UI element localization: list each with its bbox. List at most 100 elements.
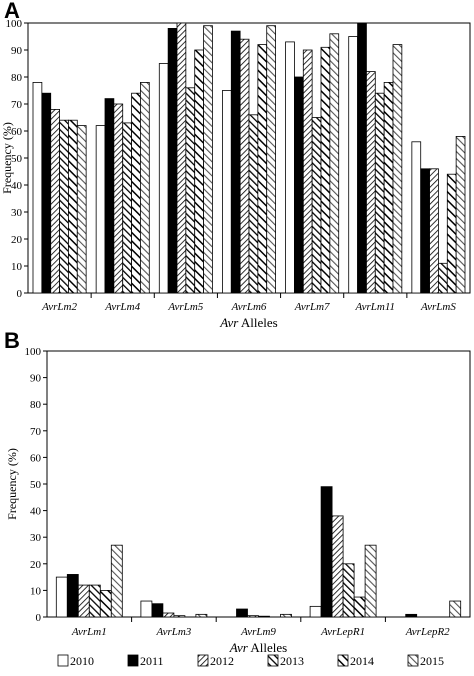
legend-label-2014: 2014 xyxy=(350,654,374,668)
y-tick-label: 10 xyxy=(11,261,23,273)
bar-2014-AvrLm7 xyxy=(320,46,331,294)
bar-2015-AvrLm4 xyxy=(140,82,150,294)
y-tick-label: 30 xyxy=(11,207,23,219)
x-tick-label: AvrLm5 xyxy=(167,301,203,313)
bar-2013-AvrLm3 xyxy=(173,615,186,618)
bar-2012-AvrLm9 xyxy=(247,615,259,618)
bar-2014-AvrLm6 xyxy=(257,44,268,294)
y-tick-label: 0 xyxy=(17,288,23,300)
bar-2010-AvrLm6 xyxy=(222,90,232,294)
legend-swatch-2010 xyxy=(57,654,69,667)
bar-2015-AvrLm5 xyxy=(203,25,213,294)
bar-2011-AvrLm3 xyxy=(151,603,164,618)
bar-2013-AvrLm11 xyxy=(374,92,385,294)
bar-2011-AvrLm2 xyxy=(41,92,52,294)
bar-2014-AvrLm1 xyxy=(99,590,112,618)
plot-frame xyxy=(46,350,471,618)
bar-2014-AvrLm4 xyxy=(131,92,141,294)
bar-2010-AvrLm2 xyxy=(32,82,43,294)
bar-2012-AvrLm6 xyxy=(239,38,250,294)
y-tick-label: 90 xyxy=(30,373,42,385)
bar-2015-AvrLm1 xyxy=(110,544,123,618)
bar-2011-AvrLepR1 xyxy=(320,486,333,618)
panel-a: A 0 10 20 30 40 50 60 70 80 90 100 Frequency (%) AvrL… xyxy=(0,0,471,330)
y-tick-label: 100 xyxy=(6,18,23,30)
bar-2015-AvrLm3 xyxy=(195,613,208,618)
bar-2014-AvrLm5 xyxy=(194,49,204,294)
legend-swatch-2014 xyxy=(337,654,349,667)
bar-2010-AvrLm1 xyxy=(55,576,68,618)
x-tick-label: AvrLepR2 xyxy=(405,626,450,638)
y-tick-label: 90 xyxy=(11,45,23,57)
bar-2014-AvrLepR1 xyxy=(353,596,366,618)
y-tick-label: 60 xyxy=(30,452,42,464)
bar-2015-AvrLepR1 xyxy=(364,544,377,618)
bar-2011-AvrLm6 xyxy=(230,30,241,294)
y-axis-title: Frequency (%) xyxy=(5,448,19,520)
bar-2011-AvrLm11 xyxy=(357,22,367,294)
x-tick-label: AvrLm11 xyxy=(355,301,396,313)
y-tick-label: 20 xyxy=(30,559,42,571)
y-tick-label: 80 xyxy=(30,399,42,411)
bar-2015-AvrLm6 xyxy=(266,25,276,294)
y-tick-label: 10 xyxy=(30,585,42,597)
bar-2012-AvrLm4 xyxy=(113,103,124,294)
panel-letter: B xyxy=(4,328,20,353)
bar-2015-AvrLepR2 xyxy=(449,600,462,618)
y-tick-label: 50 xyxy=(11,153,23,165)
bar-2014-AvrLm2 xyxy=(68,119,78,294)
bar-2013-AvrLepR1 xyxy=(342,563,355,618)
bar-2014-AvrLm11 xyxy=(383,82,394,294)
y-axis-title: Frequency (%) xyxy=(0,122,14,194)
y-tick-label: 70 xyxy=(11,99,23,111)
legend-label-2015: 2015 xyxy=(420,654,444,668)
bar-2013-AvrLm7 xyxy=(311,117,322,294)
panel-letter: A xyxy=(4,0,20,23)
legend-swatch-2011 xyxy=(127,654,139,667)
bar-2012-AvrLm2 xyxy=(50,109,60,294)
bar-2012-AvrLmS xyxy=(429,168,439,294)
y-tick-label: 30 xyxy=(30,532,42,544)
bar-2013-AvrLm1 xyxy=(88,584,101,618)
y-tick-label: 80 xyxy=(11,72,23,84)
legend-label-2012: 2012 xyxy=(210,654,234,668)
bar-2013-AvrLm2 xyxy=(59,119,69,294)
bar-2010-AvrLmS xyxy=(411,141,422,294)
bar-2010-AvrLm4 xyxy=(95,125,106,294)
bar-2013-AvrLm5 xyxy=(185,87,196,294)
x-tick-label: AvrLm2 xyxy=(41,301,77,313)
x-tick-label: AvrLm4 xyxy=(104,301,140,313)
x-tick-label: AvrLmS xyxy=(420,301,456,313)
bar-2012-AvrLm5 xyxy=(176,22,187,294)
bar-2015-AvrLm2 xyxy=(76,125,87,294)
legend-label-2011: 2011 xyxy=(140,654,164,668)
y-tick-label: 40 xyxy=(30,506,42,518)
bar-2012-AvrLm3 xyxy=(162,612,175,618)
legend-label-2013: 2013 xyxy=(280,654,304,668)
bar-2015-AvrLm9 xyxy=(280,613,292,618)
x-tick-label: AvrLm3 xyxy=(155,626,191,638)
y-tick-label: 60 xyxy=(11,126,23,138)
legend-swatch-2015 xyxy=(407,654,419,667)
bar-2015-AvrLm11 xyxy=(392,44,403,294)
bar-2010-AvrLm7 xyxy=(285,41,295,294)
bar-2011-AvrLm7 xyxy=(294,76,304,294)
bar-2011-AvrLm9 xyxy=(236,608,248,618)
y-tick-label: 100 xyxy=(25,346,42,358)
bar-2010-AvrLm5 xyxy=(158,63,169,294)
bar-2013-AvrLm9 xyxy=(258,615,270,618)
bar-2010-AvrLepR1 xyxy=(309,605,322,618)
bar-2010-AvrLm3 xyxy=(140,600,153,618)
y-tick-label: 20 xyxy=(11,234,23,246)
legend: 2010 2011 2012 2013 2014 2015 xyxy=(57,654,444,668)
bar-2012-AvrLepR1 xyxy=(331,515,344,618)
bar-2015-AvrLm7 xyxy=(329,33,340,294)
bar-2013-AvrLmS xyxy=(438,262,448,294)
legend-swatch-2012 xyxy=(197,654,209,667)
bar-2011-AvrLm1 xyxy=(66,574,79,618)
x-tick-label: AvrLm9 xyxy=(240,626,276,638)
bar-2011-AvrLepR2 xyxy=(405,613,418,618)
bar-2015-AvrLmS xyxy=(455,135,466,294)
bar-2011-AvrLmS xyxy=(420,168,430,294)
x-axis-title: Avr Alleles xyxy=(219,315,277,330)
